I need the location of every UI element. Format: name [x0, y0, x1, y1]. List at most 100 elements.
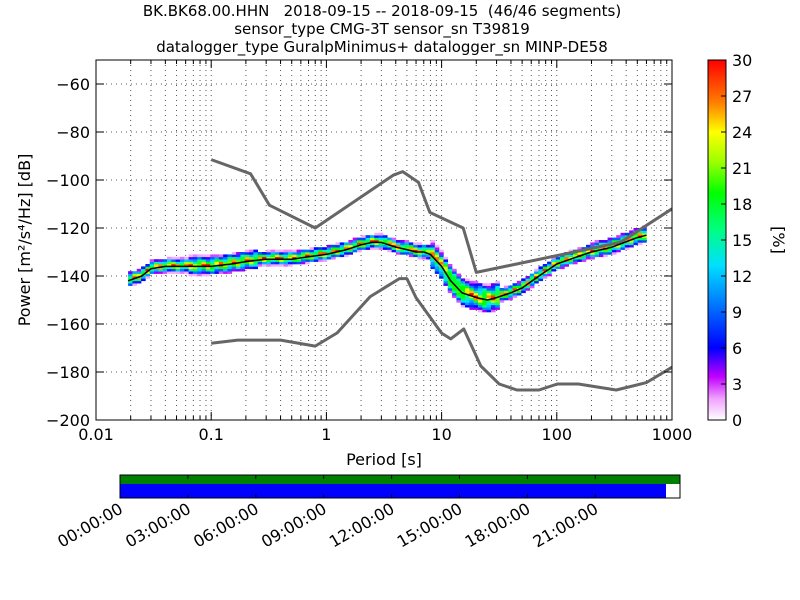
psd-cell — [162, 259, 168, 262]
psd-cell — [149, 271, 155, 274]
psd-cell — [391, 242, 397, 246]
psd-cell — [447, 290, 453, 294]
psd-cell — [508, 288, 513, 291]
psd-cell — [296, 254, 302, 258]
psd-cell — [456, 276, 462, 279]
psd-cell — [145, 271, 151, 274]
psd-cell — [503, 288, 509, 291]
psd-cell — [387, 242, 392, 246]
psd-cell — [521, 288, 526, 291]
psd-cell — [611, 249, 617, 253]
psd-cell — [175, 259, 181, 262]
psd-cell — [542, 273, 548, 277]
psd-cell — [404, 240, 410, 243]
psd-cell — [326, 244, 332, 248]
psd-cell — [262, 256, 267, 260]
psd-cell — [331, 249, 336, 253]
psd-cell — [374, 237, 379, 241]
psd-cell — [460, 295, 466, 298]
psd-cell — [166, 259, 172, 262]
psd-cell — [577, 259, 582, 262]
psd-cell — [374, 242, 379, 246]
psd-cell — [642, 228, 647, 231]
psd-cell — [227, 266, 233, 270]
psd-cell — [465, 278, 470, 282]
psd-cell — [499, 297, 505, 301]
psd-cell — [188, 271, 194, 274]
data-coverage-bar: 00:00:0003:00:0006:00:0009:00:0012:00:00… — [54, 474, 681, 551]
y-tick-label: −140 — [46, 267, 90, 286]
psd-cell — [266, 249, 271, 253]
psd-cell — [166, 264, 172, 267]
new-high-noise-model-line — [210, 158, 672, 274]
psd-cell — [490, 290, 496, 294]
psd-cell — [633, 240, 639, 243]
psd-cell — [542, 266, 548, 270]
psd-cell — [616, 237, 621, 241]
psd-cell — [482, 283, 487, 286]
psd-cell — [512, 292, 518, 296]
psd-cell — [499, 290, 505, 294]
psd-cell — [460, 302, 466, 306]
psd-cell — [270, 249, 276, 253]
psd-cell — [348, 242, 354, 246]
psd-cell — [439, 249, 444, 253]
psd-cell — [486, 307, 492, 310]
psd-cell — [179, 259, 185, 262]
psd-cell — [331, 247, 336, 250]
psd-cell — [434, 266, 440, 270]
psd-cell — [598, 252, 604, 255]
psd-cell — [236, 268, 241, 272]
psd-cell — [452, 295, 457, 298]
psd-cell — [300, 249, 306, 253]
psd-cell — [642, 232, 647, 236]
psd-cell — [538, 266, 544, 270]
psd-cell — [149, 268, 155, 272]
psd-cell — [236, 256, 241, 260]
psd-cell — [270, 264, 276, 267]
psd-cell — [611, 247, 617, 250]
psd-cell — [577, 247, 582, 250]
psd-cell — [344, 252, 349, 255]
psd-cell — [465, 280, 470, 284]
psd-cell — [456, 300, 462, 303]
psd-cell — [257, 261, 263, 265]
psd-cell — [266, 252, 271, 255]
psd-cell — [447, 264, 453, 267]
psd-cell — [598, 240, 604, 243]
psd-cell — [231, 256, 237, 260]
psd-cell — [335, 252, 341, 255]
psd-cell — [585, 244, 591, 248]
psd-cell — [495, 288, 500, 291]
psd-cell — [590, 252, 595, 255]
psd-cell — [240, 256, 246, 260]
psd-cell — [434, 244, 440, 248]
psd-cell — [262, 254, 267, 258]
psd-cell — [374, 232, 379, 236]
psd-cell — [538, 271, 544, 274]
psd-cell — [270, 259, 276, 262]
psd-cell — [296, 259, 302, 262]
psd-cell — [560, 256, 565, 260]
psd-cell — [274, 264, 280, 267]
psd-cell — [564, 261, 569, 265]
psd-cell — [365, 235, 371, 238]
psd-cell — [326, 247, 332, 250]
psd-cell — [486, 300, 492, 303]
psd-cell — [296, 252, 302, 255]
psd-cell — [201, 261, 207, 265]
psd-cell — [132, 278, 138, 282]
psd-cell — [309, 252, 315, 255]
psd-cell — [434, 249, 440, 253]
psd-cell — [529, 285, 535, 289]
psd-cell — [279, 259, 284, 262]
psd-cell — [352, 240, 358, 243]
psd-cell — [210, 264, 215, 267]
psd-cell — [430, 240, 436, 243]
psd-cell — [378, 242, 384, 246]
x-tick-label: 10 — [431, 425, 451, 444]
psd-cell — [197, 261, 202, 265]
psd-cell — [391, 240, 397, 243]
psd-cell — [149, 264, 155, 267]
psd-cell — [300, 254, 306, 258]
